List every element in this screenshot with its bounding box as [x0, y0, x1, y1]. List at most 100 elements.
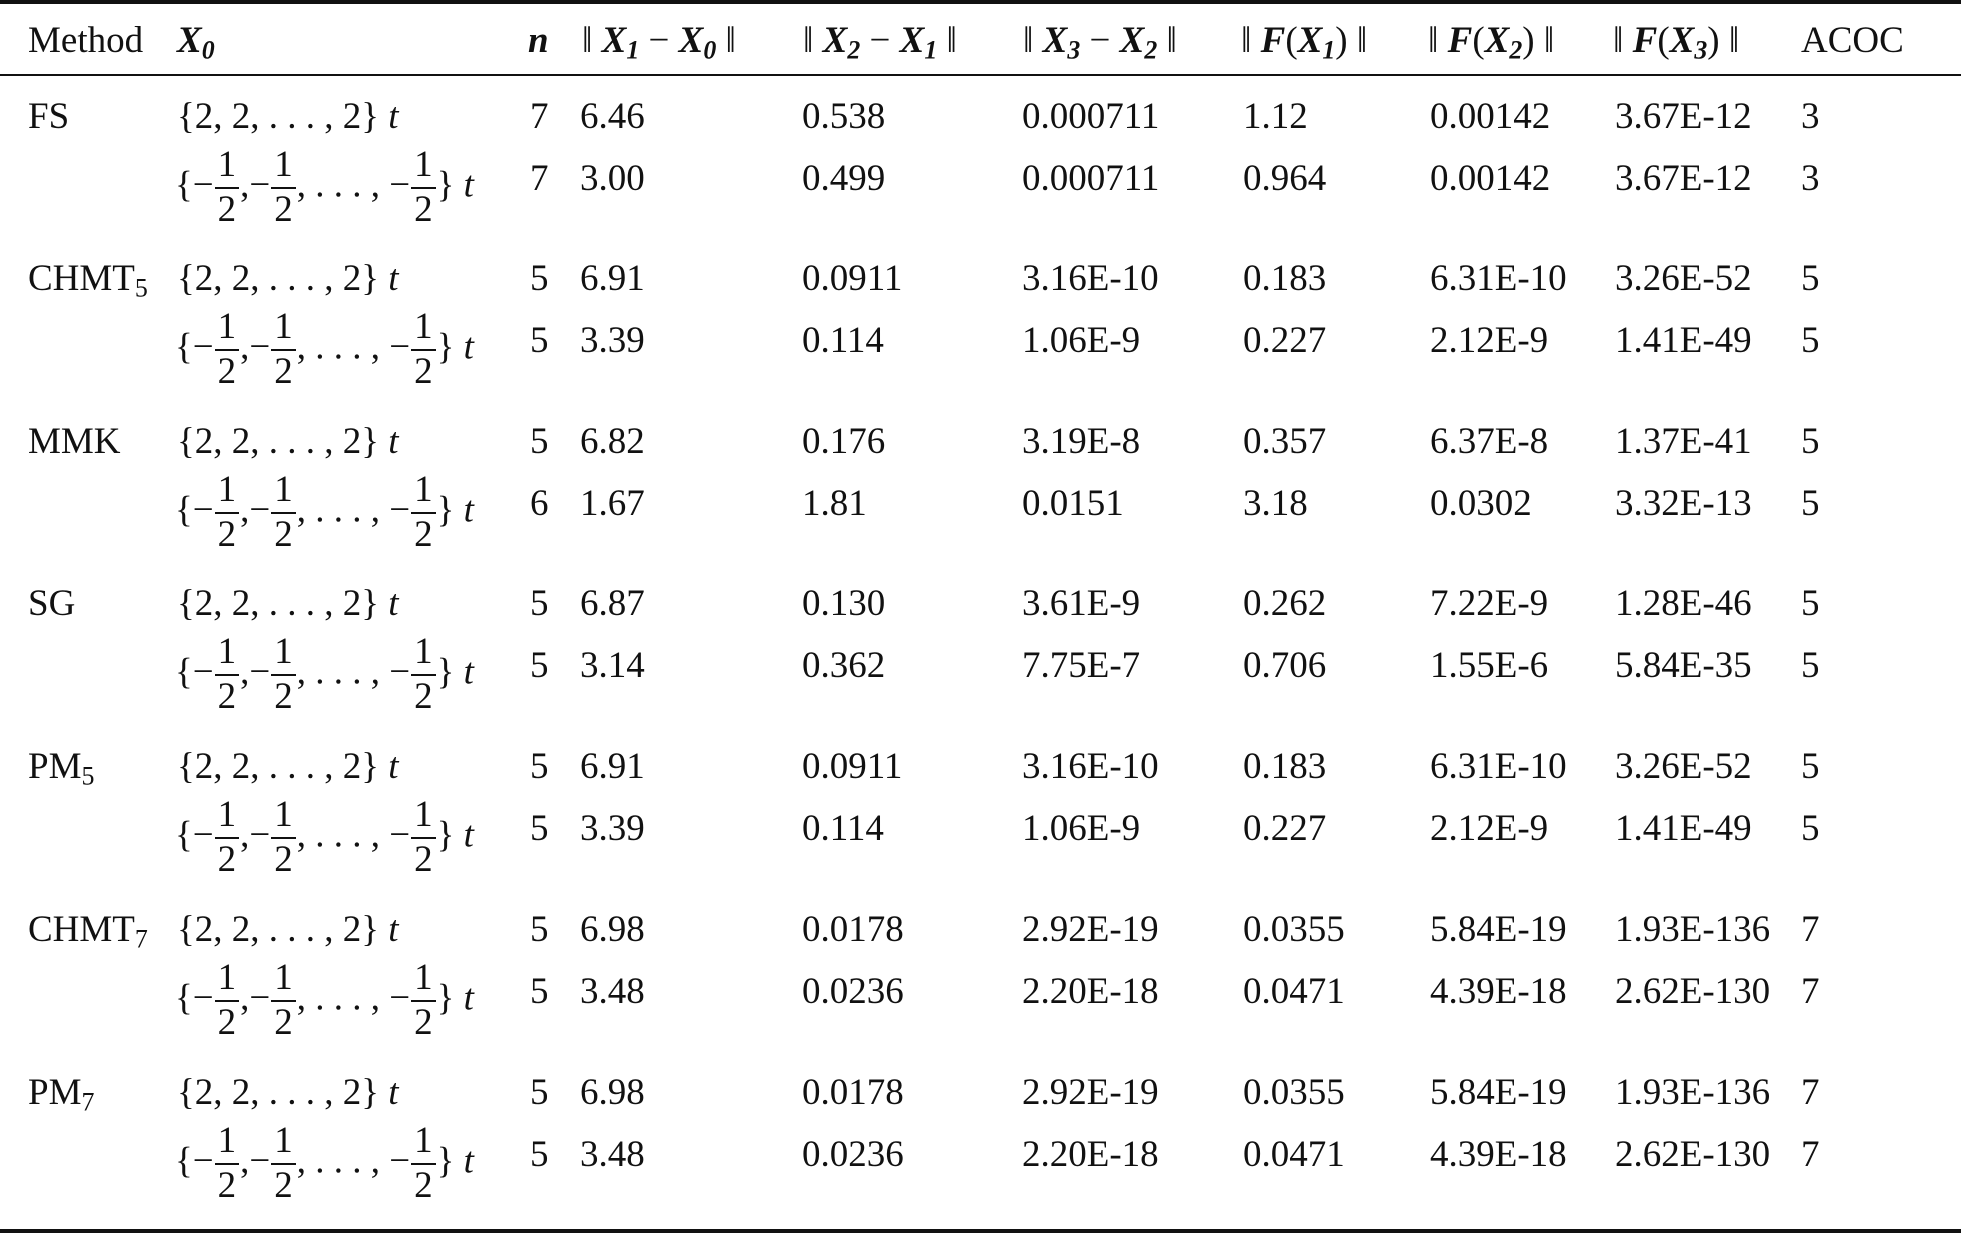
method-cell: PM7 [28, 1072, 95, 1117]
f-3-cell: 2.62E-130 [1615, 971, 1771, 1012]
f-2-cell: 7.22E-9 [1430, 583, 1549, 624]
diff-3-cell: 1.06E-9 [1022, 808, 1141, 849]
n-cell: 5 [530, 971, 549, 1012]
f-3-cell: 1.41E-49 [1615, 320, 1752, 361]
diff-3-cell: 2.92E-19 [1022, 909, 1159, 950]
diff-2-cell: 0.114 [802, 320, 884, 361]
n-cell: 5 [530, 1134, 549, 1175]
header-acoc: ACOC [1801, 20, 1904, 61]
acoc-cell: 5 [1801, 421, 1820, 462]
f-3-cell: 5.84E-35 [1615, 645, 1752, 686]
n-cell: 7 [530, 158, 549, 199]
f-2-cell: 2.12E-9 [1430, 808, 1549, 849]
x0-cell: {− 1 2 ,− 1 2, . . . , −1 2} t [175, 144, 474, 230]
x0-cell: {2, 2, . . . , 2} t [177, 746, 399, 787]
diff-1-cell: 6.91 [580, 258, 645, 299]
diff-2-cell: 0.130 [802, 583, 886, 624]
diff-2-cell: 0.0911 [802, 258, 903, 299]
x0-cell: {2, 2, . . . , 2} t [177, 583, 399, 624]
f-2-cell: 5.84E-19 [1430, 1072, 1567, 1113]
x0-cell: {− 1 2 ,− 1 2, . . . , −1 2} t [175, 1120, 474, 1206]
x0-cell: {− 1 2 ,− 1 2, . . . , −1 2} t [175, 306, 474, 392]
acoc-cell: 5 [1801, 258, 1820, 299]
f-1-cell: 0.183 [1243, 258, 1327, 299]
f-3-cell: 3.67E-12 [1615, 158, 1752, 199]
n-cell: 6 [530, 483, 549, 524]
f-1-cell: 0.0471 [1243, 1134, 1345, 1175]
f-1-cell: 0.227 [1243, 320, 1327, 361]
top-rule [0, 0, 1961, 4]
f-2-cell: 1.55E-6 [1430, 645, 1549, 686]
f-2-cell: 2.12E-9 [1430, 320, 1549, 361]
acoc-cell: 7 [1801, 1134, 1820, 1175]
diff-3-cell: 2.20E-18 [1022, 971, 1159, 1012]
f-1-cell: 1.12 [1243, 96, 1308, 137]
diff-1-cell: 3.39 [580, 808, 645, 849]
header-n: n [528, 20, 549, 61]
f-3-cell: 3.26E-52 [1615, 258, 1752, 299]
f-3-cell: 1.28E-46 [1615, 583, 1752, 624]
diff-3-cell: 1.06E-9 [1022, 320, 1141, 361]
diff-1-cell: 6.87 [580, 583, 645, 624]
f-2-cell: 4.39E-18 [1430, 1134, 1567, 1175]
diff-2-cell: 0.538 [802, 96, 886, 137]
f-3-cell: 2.62E-130 [1615, 1134, 1771, 1175]
f-2-cell: 4.39E-18 [1430, 971, 1567, 1012]
diff-1-cell: 3.39 [580, 320, 645, 361]
bottom-rule [0, 1229, 1961, 1233]
diff-1-cell: 6.91 [580, 746, 645, 787]
diff-3-cell: 3.16E-10 [1022, 746, 1159, 787]
acoc-cell: 7 [1801, 1072, 1820, 1113]
f-1-cell: 0.964 [1243, 158, 1327, 199]
x0-cell: {2, 2, . . . , 2} t [177, 258, 399, 299]
x0-cell: {2, 2, . . . , 2} t [177, 421, 399, 462]
header-diff-3: ‖ X3 − X2 ‖ [1023, 20, 1177, 65]
f-1-cell: 3.18 [1243, 483, 1308, 524]
diff-2-cell: 0.0911 [802, 746, 903, 787]
diff-3-cell: 3.61E-9 [1022, 583, 1141, 624]
diff-3-cell: 0.000711 [1022, 96, 1160, 137]
f-1-cell: 0.0471 [1243, 971, 1345, 1012]
method-cell: CHMT5 [28, 258, 148, 303]
f-3-cell: 1.93E-136 [1615, 1072, 1771, 1113]
diff-3-cell: 2.92E-19 [1022, 1072, 1159, 1113]
f-3-cell: 3.67E-12 [1615, 96, 1752, 137]
f-1-cell: 0.0355 [1243, 1072, 1345, 1113]
n-cell: 5 [530, 583, 549, 624]
header-rule [0, 74, 1961, 76]
f-2-cell: 6.37E-8 [1430, 421, 1549, 462]
n-cell: 5 [530, 1072, 549, 1113]
f-2-cell: 0.0302 [1430, 483, 1532, 524]
header-diff-1: ‖ X1 − X0 ‖ [582, 20, 736, 65]
method-cell: SG [28, 583, 76, 624]
method-cell: FS [28, 96, 70, 137]
acoc-cell: 5 [1801, 808, 1820, 849]
method-cell: PM5 [28, 746, 95, 791]
header-f-1: ‖ F(X1) ‖ [1241, 20, 1368, 65]
acoc-cell: 5 [1801, 746, 1820, 787]
diff-1-cell: 6.82 [580, 421, 645, 462]
f-3-cell: 1.37E-41 [1615, 421, 1752, 462]
n-cell: 7 [530, 96, 549, 137]
diff-2-cell: 0.0236 [802, 1134, 904, 1175]
diff-1-cell: 3.48 [580, 971, 645, 1012]
x0-cell: {− 1 2 ,− 1 2, . . . , −1 2} t [175, 957, 474, 1043]
diff-1-cell: 6.46 [580, 96, 645, 137]
diff-2-cell: 1.81 [802, 483, 867, 524]
f-1-cell: 0.357 [1243, 421, 1327, 462]
